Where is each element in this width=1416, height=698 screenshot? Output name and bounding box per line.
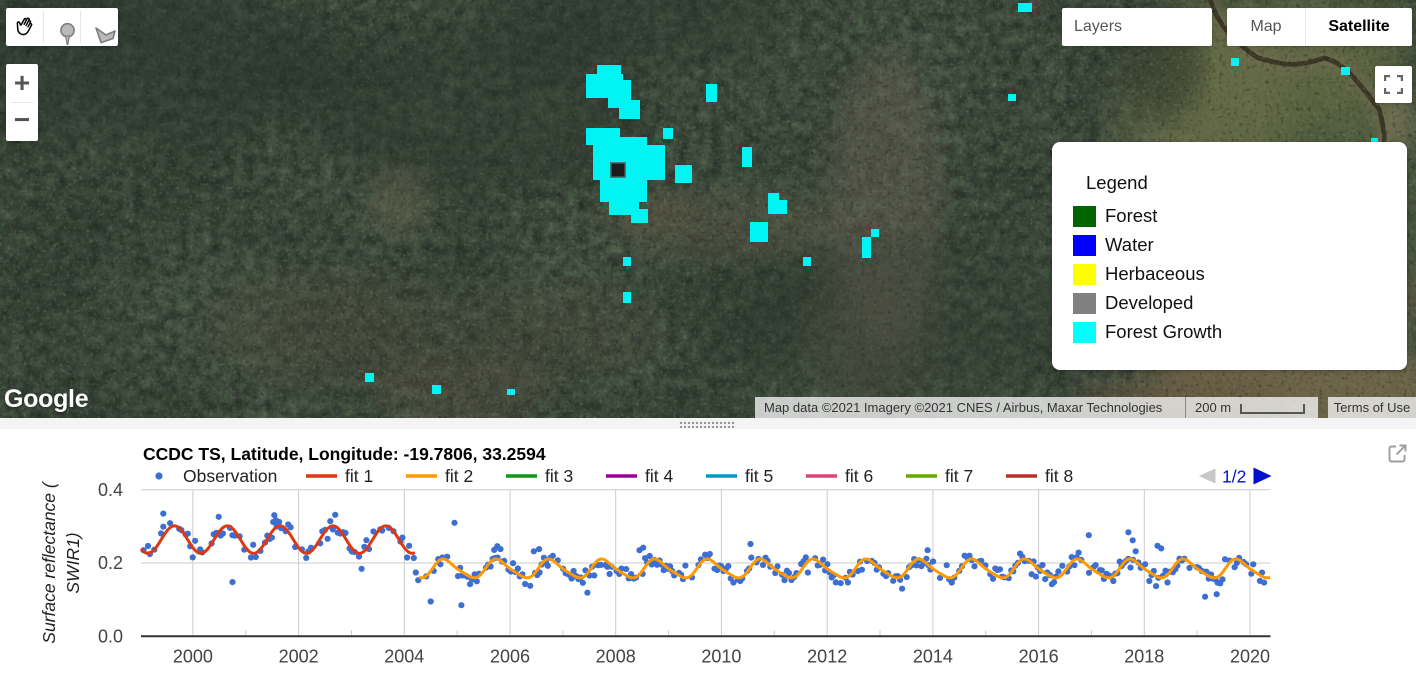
svg-text:1/2: 1/2 [1222,467,1246,487]
svg-text:2008: 2008 [596,646,636,666]
svg-text:fit 7: fit 7 [945,466,973,486]
svg-text:2012: 2012 [807,646,847,666]
svg-text:2016: 2016 [1019,646,1059,666]
svg-text:0.2: 0.2 [98,553,123,573]
svg-text:fit 6: fit 6 [845,466,873,486]
svg-text:2010: 2010 [701,646,741,666]
svg-text:fit 5: fit 5 [745,466,773,486]
svg-text:Surface reflectance (: Surface reflectance ( [39,480,59,644]
svg-text:2004: 2004 [384,646,424,666]
svg-text:Observation: Observation [183,466,277,486]
svg-text:fit 4: fit 4 [645,466,673,486]
svg-text:fit 1: fit 1 [345,466,373,486]
svg-text:2002: 2002 [279,646,319,666]
svg-text:2006: 2006 [490,646,530,666]
svg-text:fit 3: fit 3 [545,466,573,486]
svg-text:0.4: 0.4 [98,480,123,500]
svg-text:2014: 2014 [913,646,953,666]
svg-text:0.0: 0.0 [98,626,123,646]
svg-text:fit 2: fit 2 [445,466,473,486]
svg-text:2020: 2020 [1230,646,1270,666]
svg-text:SWIR1): SWIR1) [63,532,83,593]
svg-text:2000: 2000 [173,646,213,666]
svg-text:CCDC TS, Latitude, Longitude:: CCDC TS, Latitude, Longitude: -19.7806, … [143,444,546,464]
svg-text:2018: 2018 [1124,646,1164,666]
svg-text:fit 8: fit 8 [1045,466,1073,486]
